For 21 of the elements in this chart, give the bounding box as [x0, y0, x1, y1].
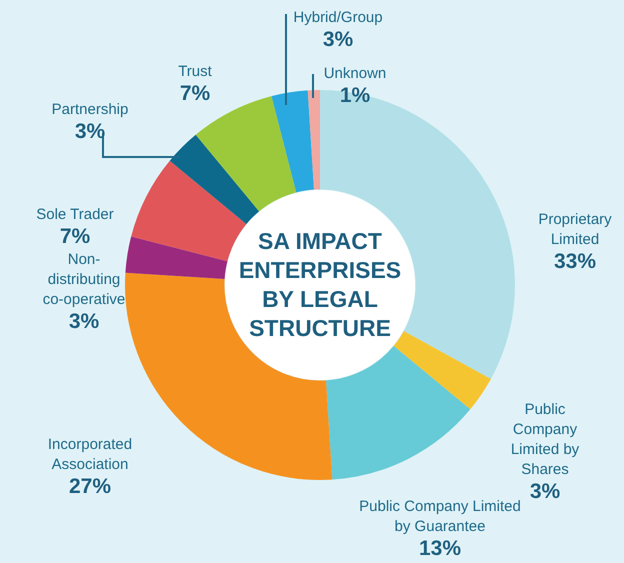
slice-label: Trust — [178, 63, 212, 80]
slice-label: Public Company Limited by Shares — [510, 401, 580, 478]
data-label: 13% — [418, 537, 462, 560]
slice-label: Sole Trader — [36, 206, 114, 223]
slice-label: Incorporated Association — [48, 436, 132, 473]
slice-label: Public Company Limited by Guarantee — [359, 498, 521, 535]
text: SA IMPACT ENTERPRISES BY LEGAL STRUCTURE — [238, 227, 402, 343]
slice-label: Non-distributing co-operative — [42, 251, 126, 308]
slice-label: Partnership — [52, 101, 128, 118]
slice-label: Proprietary Limited — [538, 211, 612, 248]
slice-label: Hybrid/Group — [293, 9, 383, 26]
data-label: 1% — [338, 84, 372, 107]
data-label: 3% — [74, 120, 106, 143]
data-label: 3% — [530, 480, 560, 503]
slice-label: Unknown — [324, 65, 386, 82]
data-label: 7% — [178, 82, 212, 105]
data-label: 33% — [552, 250, 598, 273]
data-label: 3% — [68, 310, 100, 333]
data-label: 3% — [322, 28, 354, 51]
data-label: 7% — [58, 225, 92, 248]
data-label: 27% — [68, 475, 112, 498]
